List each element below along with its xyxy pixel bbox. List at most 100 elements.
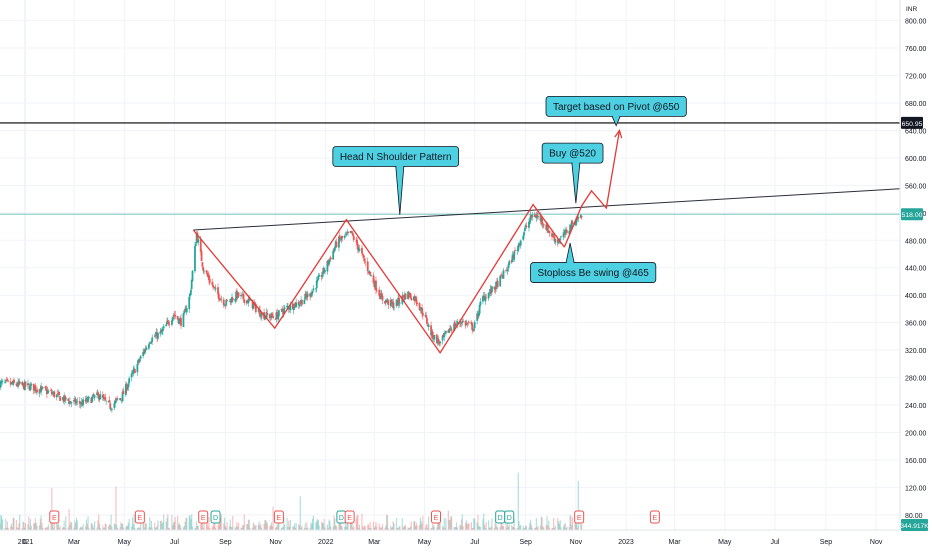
volume-bar — [62, 527, 64, 530]
annotation-pointer — [611, 116, 621, 127]
earnings-marker — [649, 510, 660, 524]
candle-body — [341, 235, 344, 239]
volume-bar — [444, 527, 446, 530]
candle-body — [225, 299, 228, 306]
event-marker-label: E — [653, 515, 658, 522]
volume-bar — [172, 525, 174, 530]
event-marker-label: D — [339, 515, 344, 522]
candle-body — [340, 237, 343, 240]
volume-bar — [335, 525, 337, 530]
candle-body — [211, 282, 214, 285]
volume-bar — [70, 522, 73, 530]
volume-bar — [397, 527, 399, 530]
candle-body — [390, 299, 393, 304]
candle-body — [224, 305, 227, 306]
volume-bar — [539, 525, 542, 530]
volume-bar — [214, 517, 216, 530]
volume-bar — [128, 518, 130, 530]
volume-bar — [209, 527, 211, 530]
x-tick-label: Nov — [870, 539, 883, 546]
candle-body — [254, 304, 257, 312]
candle-body — [525, 225, 528, 227]
x-tick-label: May — [718, 539, 732, 546]
candle-body — [529, 215, 532, 221]
dividend-marker — [210, 510, 221, 524]
candle-body — [387, 300, 390, 306]
volume-bar — [355, 518, 357, 530]
volume-bar — [84, 526, 87, 530]
volume-bar — [460, 519, 463, 530]
candle-body — [176, 316, 179, 320]
volume-bar — [518, 521, 520, 530]
volume-bar — [139, 527, 141, 530]
volume-bar — [580, 520, 582, 530]
volume-bar — [155, 527, 157, 530]
volume-bar — [460, 525, 462, 530]
volume-badge-label: 344.917K — [900, 523, 929, 530]
volume-bar — [75, 517, 78, 530]
volume-bar — [467, 523, 469, 530]
candle-body — [350, 230, 353, 233]
candle-body — [328, 260, 330, 265]
candle-body — [316, 278, 319, 282]
volume-bar — [104, 523, 106, 530]
candle-body — [416, 302, 418, 305]
volume-bar — [0, 524, 1, 530]
volume-bar — [6, 521, 9, 530]
volume-bar — [200, 520, 203, 530]
volume-bar — [96, 527, 98, 530]
volume-bar — [108, 524, 111, 530]
volume-bar — [560, 527, 562, 530]
candle-body — [45, 388, 47, 390]
volume-bar — [242, 524, 245, 530]
volume-bar — [288, 520, 290, 530]
candle-body — [4, 381, 6, 383]
volume-bar — [330, 526, 332, 530]
candle-body — [421, 307, 423, 314]
volume-bar — [231, 526, 233, 530]
candle-body — [185, 307, 188, 313]
volume-bar — [387, 527, 389, 530]
candle-body — [487, 292, 490, 299]
volume-bar — [237, 526, 239, 530]
volume-bar — [305, 527, 307, 530]
candle-body — [7, 380, 10, 382]
candle-body — [73, 399, 75, 402]
x-tick-label: Mar — [368, 539, 381, 546]
candle-body — [165, 324, 168, 327]
candle-body — [59, 396, 61, 401]
candle-body — [473, 321, 476, 329]
volume-bar — [398, 526, 400, 530]
candle-body — [101, 394, 104, 398]
volume-bar — [184, 521, 186, 530]
volume-bar — [346, 521, 348, 530]
candle-body — [87, 397, 90, 399]
volume-bar — [493, 527, 496, 530]
volume-bar — [109, 524, 111, 530]
volume-bar — [33, 523, 36, 530]
volume-bar — [56, 521, 58, 530]
volume-bar — [476, 522, 478, 530]
volume-bar — [230, 527, 232, 530]
annotation-pointer — [571, 162, 581, 204]
volume-bar — [399, 525, 401, 530]
candle-body — [409, 293, 412, 298]
candle-body — [109, 403, 112, 409]
candle-body — [500, 274, 502, 276]
candle-body — [404, 293, 407, 299]
volume-bar — [321, 521, 323, 530]
candle-body — [166, 320, 169, 322]
candle-body — [40, 386, 43, 392]
volume-bar — [416, 525, 418, 530]
volume-bar — [519, 525, 521, 530]
candle-body — [99, 394, 102, 399]
volume-bar — [36, 525, 38, 530]
volume-bar — [414, 526, 417, 530]
candle-body — [454, 325, 457, 327]
volume-bar — [246, 524, 248, 530]
volume-bar — [269, 526, 271, 530]
y-tick-label: 680.00 — [905, 101, 927, 108]
volume-bar — [136, 527, 138, 530]
